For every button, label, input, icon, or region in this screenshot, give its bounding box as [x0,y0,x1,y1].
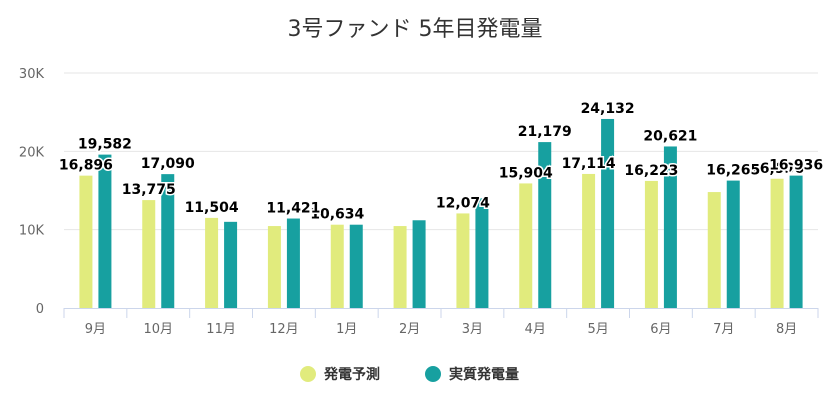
data-label: 10,634 [310,207,364,223]
x-tick-label: 4月 [525,322,546,337]
data-label: 17,114 [562,156,616,172]
data-label: 16,936 [750,161,804,177]
bar-actual[interactable] [475,198,489,308]
bar-actual[interactable] [161,174,175,308]
data-label: 16,223 [624,163,678,179]
data-labels: 16,896 13,775 11,504 10,634 12,074 15,904 17,1… [57,99,824,224]
x-tick-label: 6月 [650,322,671,337]
bar-forecast[interactable] [205,217,219,308]
legend-marker [425,366,441,382]
data-label: 17,090 [141,156,195,172]
legend-label[interactable]: 実質発電量 [449,366,519,383]
data-label: 15,904 [499,165,553,181]
bar-actual[interactable] [98,154,112,308]
data-label: 21,179 [518,124,572,140]
data-label: 12,074 [436,195,490,211]
bar-actual[interactable] [286,218,300,308]
bar-forecast[interactable] [267,226,281,308]
bar-actual[interactable] [789,175,803,308]
bar-forecast[interactable] [582,173,596,308]
x-tick-label: 3月 [462,322,483,337]
bar-actual[interactable] [663,146,677,308]
data-label: 24,132 [581,101,635,117]
bar-actual[interactable] [726,180,740,308]
x-tick-label: 10月 [143,322,173,337]
bar-actual[interactable] [601,118,615,308]
legend-marker [300,366,316,382]
x-tick-label: 5月 [587,322,608,337]
data-label: 16,265 [706,163,760,179]
y-tick-label: 0 [36,302,44,317]
x-tick-label: 12月 [269,322,299,337]
bar-forecast[interactable] [330,224,344,308]
y-tick-label: 10K [19,224,45,239]
bars [79,118,803,308]
chart-title: 3号ファンド 5年目発電量 [288,17,543,42]
data-label: 11,504 [185,200,239,216]
x-tick-label: 2月 [399,322,420,337]
data-label: 11,421 [266,201,320,217]
y-axis: 0 10K 20K 30K [19,67,45,317]
data-label: 20,621 [643,128,697,144]
data-label: 13,775 [122,182,176,198]
bar-forecast[interactable] [456,213,470,308]
bar-forecast[interactable] [142,200,156,308]
x-tick-label: 9月 [85,322,106,337]
x-axis: 9月 10月 11月 12月 1月 2月 3月 4月 5月 6月 7月 8月 [63,308,819,337]
grid-lines [64,72,818,231]
x-tick-label: 8月 [776,322,797,337]
data-label: 19,582 [78,137,132,153]
data-label: 16,936 [769,158,823,174]
bar-forecast[interactable] [644,180,658,308]
bar-actual[interactable] [538,142,552,308]
bar-forecast[interactable] [707,192,721,308]
y-tick-label: 20K [19,145,45,160]
bar-forecast[interactable] [770,178,784,308]
data-label: 16,896 [59,158,113,174]
bar-actual[interactable] [224,221,238,308]
legend-label[interactable]: 発電予測 [323,366,380,383]
bar-actual[interactable] [412,220,426,308]
bar-forecast[interactable] [79,175,93,308]
bar-forecast[interactable] [393,226,407,308]
bar-actual[interactable] [349,224,363,308]
bar-forecast[interactable] [519,183,533,308]
x-tick-label: 7月 [713,322,734,337]
x-tick-label: 1月 [336,322,357,337]
x-tick-label: 11月 [206,322,236,337]
legend: 発電予測 実質発電量 [300,366,519,383]
y-tick-label: 30K [19,67,45,82]
